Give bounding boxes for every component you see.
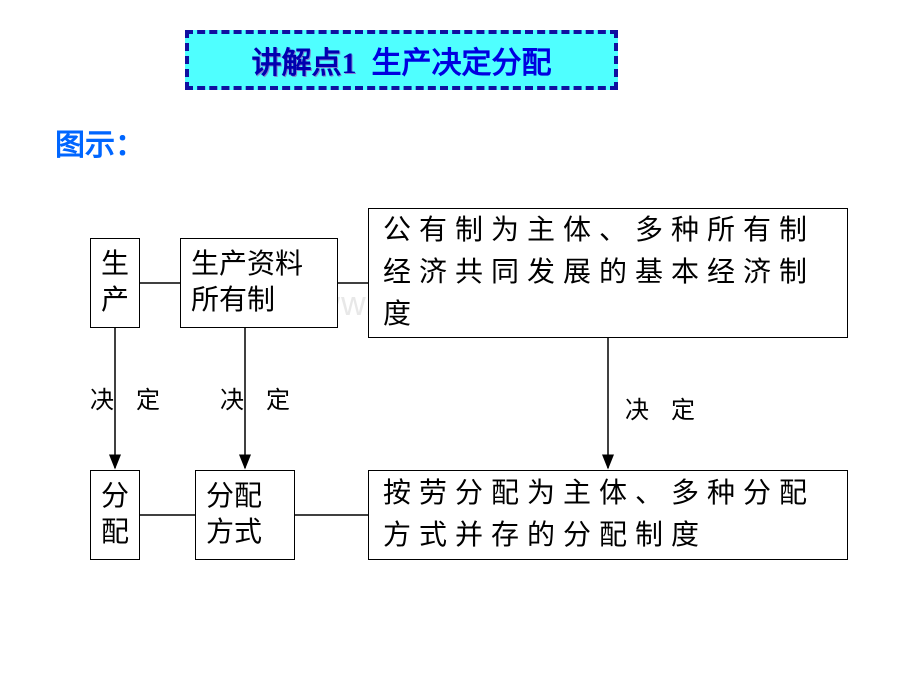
- node-line: 生产资料: [191, 247, 303, 283]
- node-line: 方式: [206, 515, 262, 551]
- node-line: 产: [101, 283, 129, 319]
- node-line: 配: [101, 515, 129, 551]
- node-line: 所有制: [191, 283, 275, 319]
- node-means-ownership: 生产资料 所有制: [180, 238, 338, 328]
- subtitle: 图示：: [55, 120, 145, 164]
- title-main: 生产决定分配: [372, 38, 552, 82]
- node-distribution-mode: 分配 方式: [195, 470, 295, 560]
- title-prefix: 讲解点1: [252, 38, 357, 82]
- node-line: 分: [101, 479, 129, 515]
- node-production: 生 产: [90, 238, 140, 328]
- node-distribution: 分 配: [90, 470, 140, 560]
- edge-label-determine-2: 决 定: [220, 380, 298, 415]
- edge-label-determine-3: 决 定: [625, 390, 703, 425]
- node-labor-distribution: 按劳分配为主体、多种分配方式并存的分配制度: [368, 470, 848, 560]
- node-text: 公有制为主体、多种所有制经济共同发展的基本经济制度: [383, 210, 833, 336]
- node-line: 分配: [206, 479, 262, 515]
- edge-label-determine-1: 决 定: [90, 380, 168, 415]
- node-line: 生: [101, 247, 129, 283]
- edges-svg: [0, 0, 920, 690]
- title-box: 讲解点1 生产决定分配: [185, 30, 618, 90]
- node-public-ownership: 公有制为主体、多种所有制经济共同发展的基本经济制度: [368, 208, 848, 338]
- node-text: 按劳分配为主体、多种分配方式并存的分配制度: [383, 473, 833, 557]
